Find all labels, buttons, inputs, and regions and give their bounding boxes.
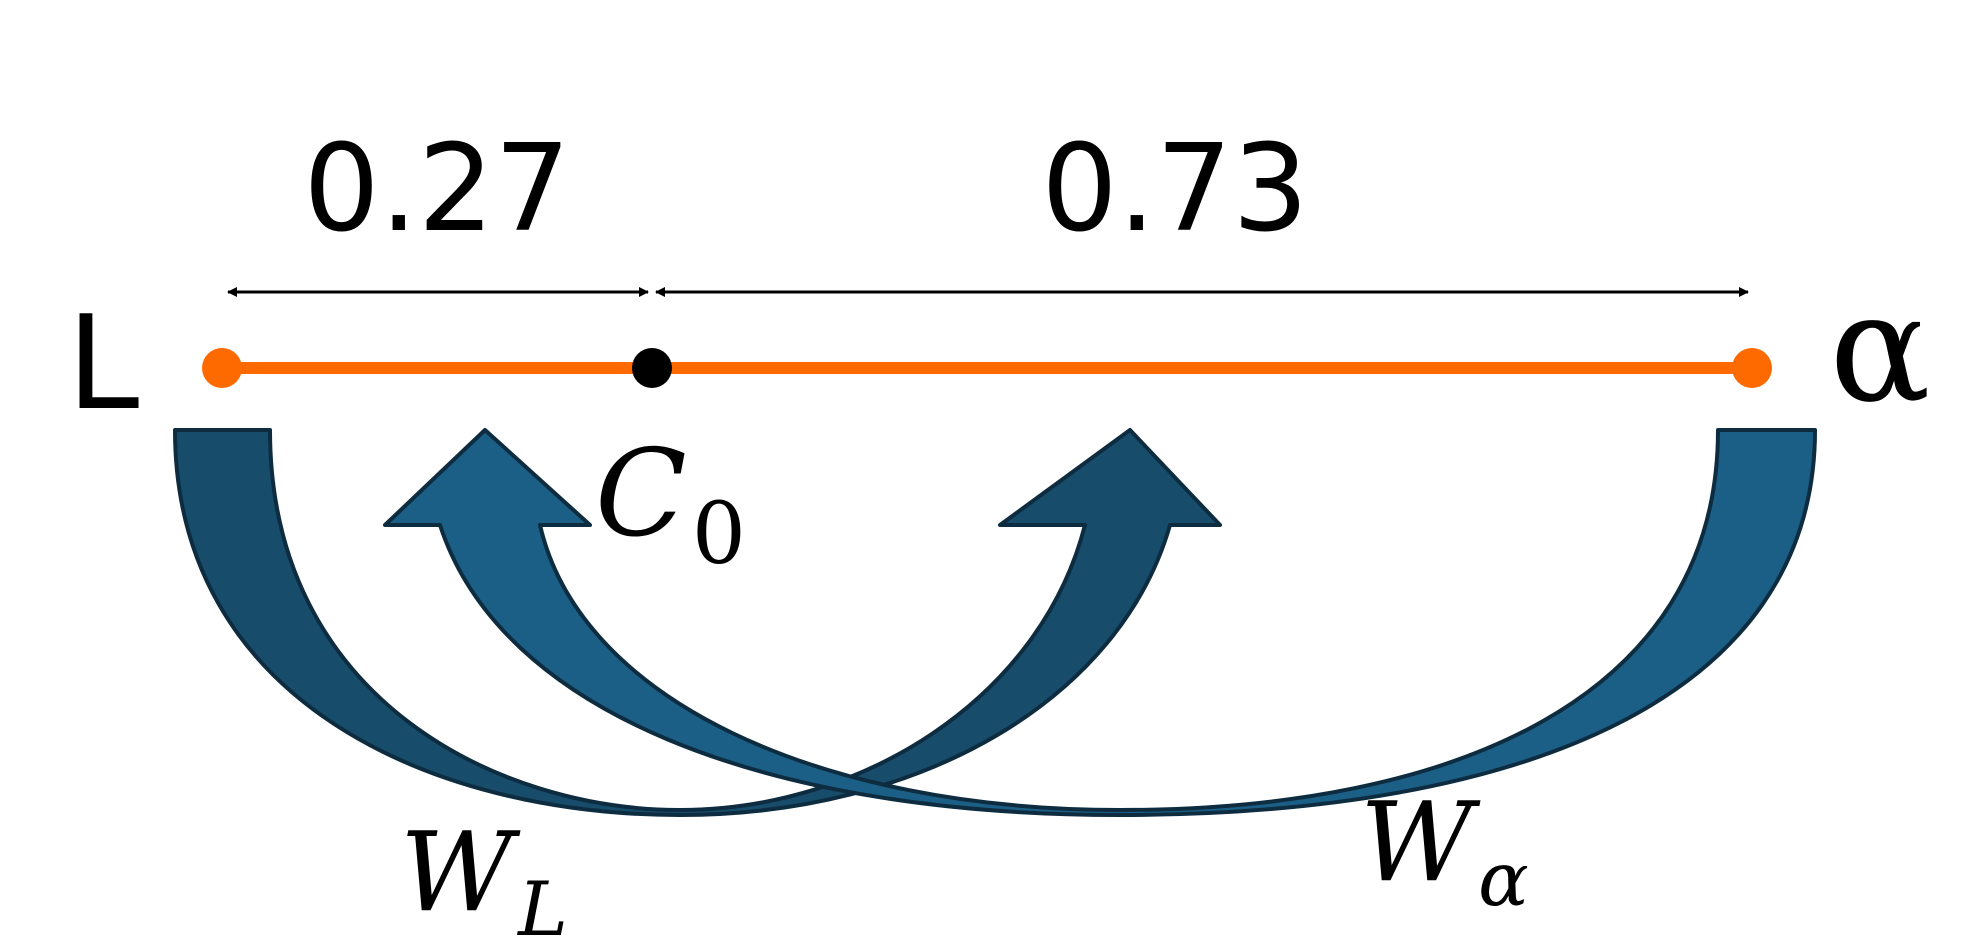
tie-line-group (202, 348, 1772, 388)
weight-right-main: W (1360, 778, 1481, 906)
composition-point (632, 348, 672, 388)
weight-arrow-from-left (173, 428, 1222, 817)
left-fraction-label: 0.27 (303, 120, 570, 259)
weight-arrow-from-right (383, 428, 1817, 817)
composition-label: C 0 (595, 425, 746, 584)
weight-right-subscript: α (1478, 835, 1529, 923)
weight-left-label: W L (400, 808, 568, 945)
left-end-label: L (67, 287, 139, 439)
left-end-point (202, 348, 242, 388)
weight-left-subscript: L (516, 865, 568, 945)
weight-arrows (173, 428, 1817, 817)
composition-label-subscript: 0 (692, 485, 746, 584)
composition-label-main: C (595, 425, 687, 564)
right-end-point (1732, 348, 1772, 388)
right-fraction-label: 0.73 (1041, 120, 1308, 259)
weight-left-main: W (400, 808, 521, 936)
weight-right-label: W α (1360, 778, 1529, 923)
right-end-label: α (1829, 262, 1930, 436)
